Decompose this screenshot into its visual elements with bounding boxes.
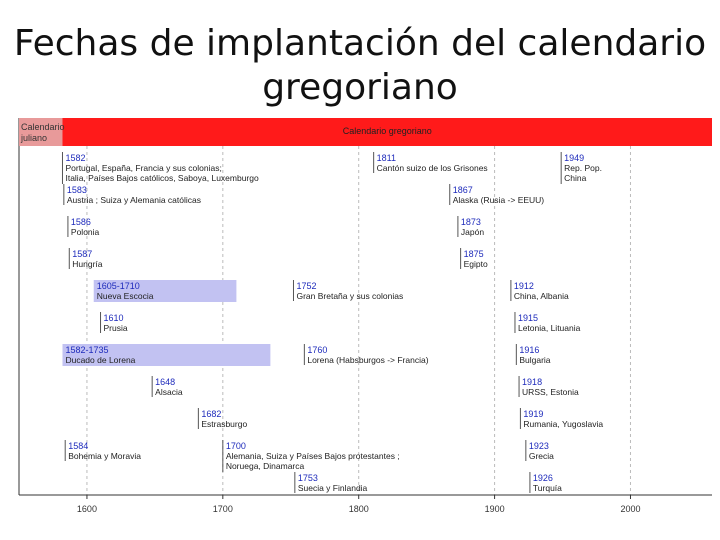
event-year: 1918: [522, 377, 542, 387]
event-label: Alsacia: [155, 387, 183, 397]
event-label: URSS, Estonia: [522, 387, 579, 397]
event-label: Polonia: [71, 227, 100, 237]
event-year: 1753: [298, 473, 318, 483]
event-label: Bulgaria: [519, 355, 550, 365]
event-label: Egipto: [464, 259, 488, 269]
gregorian-band-label: Calendario gregoriano: [343, 126, 432, 136]
event-label: Ducado de Lorena: [65, 355, 135, 365]
event-label: Italia, Países Bajos católicos, Saboya, …: [65, 173, 259, 183]
slide-title: Fechas de implantación del calendario gr…: [0, 22, 720, 110]
event-label: China: [564, 173, 586, 183]
event-year: 1582: [65, 153, 85, 163]
event-label: Grecia: [529, 451, 554, 461]
event-year: 1752: [296, 281, 316, 291]
event-label: Turquía: [533, 483, 562, 493]
event-label: Letonia, Lituania: [518, 323, 581, 333]
event-year: 1923: [529, 441, 549, 451]
event-year: 1875: [464, 249, 484, 259]
event-year: 1949: [564, 153, 584, 163]
event-year: 1583: [67, 185, 87, 195]
event-year: 1700: [226, 441, 246, 451]
event-year: 1873: [461, 217, 481, 227]
event-label: Cantón suizo de los Grisones: [377, 163, 488, 173]
range-bar: [62, 344, 271, 366]
event-year: 1587: [72, 249, 92, 259]
slide-title-line-1: Fechas de implantación del calendario: [13, 23, 707, 64]
event-label: Alaska (Rusia -> EEUU): [453, 195, 545, 205]
event-year: 1610: [104, 313, 124, 323]
julian-band-label: Calendario: [21, 122, 65, 132]
event-year: 1915: [518, 313, 538, 323]
event-label: Japón: [461, 227, 484, 237]
event-year: 1586: [71, 217, 91, 227]
julian-band-label: juliano: [20, 133, 47, 143]
event-label: Nueva Escocia: [97, 291, 154, 301]
event-year: 1584: [68, 441, 88, 451]
x-axis-tick-label: 2000: [620, 504, 640, 514]
event-label: Rumania, Yugoslavia: [523, 419, 603, 429]
x-axis-tick-label: 1600: [77, 504, 97, 514]
event-label: Portugal, España, Francia y sus colonias…: [65, 163, 221, 173]
event-year: 1605-1710: [97, 281, 140, 291]
event-year: 1916: [519, 345, 539, 355]
slide-title-line-2: gregoriano: [262, 67, 458, 108]
event-label: Estrasburgo: [201, 419, 247, 429]
event-year: 1867: [453, 185, 473, 195]
event-year: 1648: [155, 377, 175, 387]
event-label: Suecia y Finlandia: [298, 483, 368, 493]
range-bar: [93, 280, 237, 302]
event-year: 1760: [307, 345, 327, 355]
event-year: 1926: [533, 473, 553, 483]
event-year: 1582-1735: [65, 345, 108, 355]
x-axis-tick-label: 1700: [213, 504, 233, 514]
event-label: Gran Bretaña y sus colonias: [296, 291, 403, 301]
event-label: Bohemia y Moravia: [68, 451, 141, 461]
gregorian-calendar-band: [62, 118, 712, 146]
x-axis-tick-label: 1800: [349, 504, 369, 514]
event-year: 1682: [201, 409, 221, 419]
julian-calendar-band: [19, 118, 63, 146]
event-label: China, Albania: [514, 291, 569, 301]
event-label: Austria ; Suiza y Alemania católicas: [67, 195, 201, 205]
event-label: Hungría: [72, 259, 103, 269]
event-label: Prusia: [104, 323, 128, 333]
event-year: 1919: [523, 409, 543, 419]
event-label: Noruega, Dinamarca: [226, 461, 305, 471]
event-label: Alemania, Suiza y Países Bajos protestan…: [226, 451, 400, 461]
event-label: Lorena (Habsburgos -> Francia): [307, 355, 428, 365]
event-label: Rep. Pop.: [564, 163, 602, 173]
x-axis-tick-label: 1900: [485, 504, 505, 514]
event-year: 1912: [514, 281, 534, 291]
event-year: 1811: [377, 153, 396, 163]
